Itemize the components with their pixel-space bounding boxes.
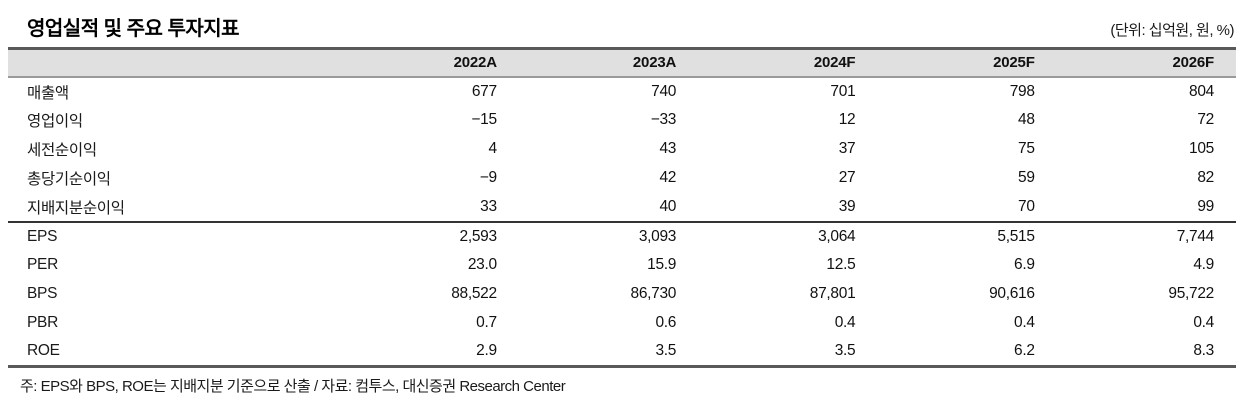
source-note: 주: EPS와 BPS, ROE는 지배지분 기준으로 산출 / 자료: 컴투스… <box>20 378 566 395</box>
table-cell: 0.6 <box>655 314 677 331</box>
table-row-revenue: 매출액 677 740 701 798 804 <box>8 77 1236 106</box>
table-cell: 88,522 <box>451 285 497 302</box>
table-row-roe: ROE 2.9 3.5 3.5 6.2 8.3 <box>8 338 1236 367</box>
column-header-metric <box>8 48 340 78</box>
table-cell: 7,744 <box>1056 220 1236 251</box>
row-label: 총당기순이익 <box>27 171 111 188</box>
table-body: 매출액 677 740 701 798 804 영업이익 −15 −33 12 … <box>8 77 1236 367</box>
table-row-per: PER 23.0 15.9 12.5 6.9 4.9 <box>8 251 1236 280</box>
table-row-bps: BPS 88,522 86,730 87,801 90,616 95,722 <box>8 280 1236 309</box>
table-cell: 105 <box>1189 140 1214 157</box>
table-cell: 4 <box>488 140 498 157</box>
table-cell: 798 <box>1009 82 1035 100</box>
table-cell: 12 <box>838 111 856 128</box>
table-cell: 48 <box>1018 111 1035 128</box>
row-label: 지배지분순이익 <box>27 199 125 217</box>
table-cell: 701 <box>830 82 856 100</box>
table-cell: 72 <box>1197 111 1214 128</box>
table-cell: 0.4 <box>834 314 856 331</box>
table-cell: 6.2 <box>1014 342 1035 360</box>
table-cell: 90,616 <box>989 285 1035 302</box>
table-cell: 33 <box>480 197 497 215</box>
header-row: 2022A 2023A 2024F 2025F 2026F <box>8 48 1236 78</box>
table-row-pbr: PBR 0.7 0.6 0.4 0.4 0.4 <box>8 309 1236 338</box>
row-label: BPS <box>27 285 58 302</box>
table-cell: 0.4 <box>1014 314 1035 331</box>
table-row-operating-profit: 영업이익 −15 −33 12 48 72 <box>8 106 1236 135</box>
table-cell: 95,722 <box>1168 285 1214 302</box>
table-row-controlling-net-profit: 지배지분순이익 33 40 39 70 99 <box>8 193 1236 222</box>
table-cell: 42 <box>659 169 677 186</box>
table-cell: 12.5 <box>826 256 856 273</box>
column-header-2023a: 2023A <box>518 48 699 78</box>
table-cell: 3.5 <box>655 342 677 360</box>
financials-table: 2022A 2023A 2024F 2025F 2026F 매출액 677 74… <box>8 47 1236 368</box>
table-cell: 4.9 <box>1193 256 1214 273</box>
row-label: 매출액 <box>27 84 69 102</box>
table-cell: 8.3 <box>1193 342 1214 360</box>
table-cell: 40 <box>659 197 677 215</box>
table-row-eps: EPS 2,593 3,093 3,064 5,515 7,744 <box>8 220 1236 251</box>
table-cell: 75 <box>1018 140 1035 157</box>
table-cell: −9 <box>479 169 497 186</box>
table-cell: 37 <box>838 140 856 157</box>
table-cell: 3.5 <box>834 342 856 360</box>
table-row-total-net-profit: 총당기순이익 −9 42 27 59 82 <box>8 164 1236 193</box>
table-cell: 59 <box>1018 169 1035 186</box>
page-title: 영업실적 및 주요 투자지표 <box>27 18 240 40</box>
column-header-2024f: 2024F <box>698 48 878 78</box>
table-cell: 3,093 <box>518 220 699 251</box>
title-row: 영업실적 및 주요 투자지표 (단위: 십억원, 원, %) <box>8 8 1236 47</box>
table-cell: 2,593 <box>339 220 519 251</box>
table-cell: 39 <box>838 197 856 215</box>
table-cell: 87,801 <box>809 285 856 302</box>
table-cell: 23.0 <box>467 256 497 273</box>
table-cell: 5,515 <box>877 220 1057 251</box>
table-cell: −15 <box>471 111 497 128</box>
row-label: EPS <box>8 220 340 251</box>
table-cell: 6.9 <box>1014 256 1035 273</box>
column-header-2025f: 2025F <box>877 48 1057 78</box>
table-header: 2022A 2023A 2024F 2025F 2026F <box>8 48 1236 78</box>
table-cell: 27 <box>838 169 856 186</box>
row-label: PBR <box>27 314 58 331</box>
column-header-2026f: 2026F <box>1056 48 1236 78</box>
table-cell: 43 <box>659 140 677 157</box>
row-label: ROE <box>27 342 60 360</box>
table-cell: 0.4 <box>1193 314 1214 331</box>
table-cell: 82 <box>1197 169 1214 186</box>
table-cell: 2.9 <box>476 342 497 360</box>
unit-note: (단위: 십억원, 원, %) <box>1110 22 1234 39</box>
table-row-pretax-profit: 세전순이익 4 43 37 75 105 <box>8 135 1236 164</box>
report-table-page: 영업실적 및 주요 투자지표 (단위: 십억원, 원, %) 2022A 202… <box>8 8 1236 395</box>
row-label: PER <box>27 256 58 273</box>
table-cell: 15.9 <box>647 256 677 273</box>
table-cell: 804 <box>1189 82 1214 100</box>
row-label: 세전순이익 <box>27 142 97 159</box>
table-cell: 0.7 <box>476 314 497 331</box>
table-cell: 740 <box>651 82 677 100</box>
row-label: 영업이익 <box>27 113 83 130</box>
table-cell: 3,064 <box>698 220 878 251</box>
table-cell: 70 <box>1018 197 1035 215</box>
table-cell: 677 <box>471 82 497 100</box>
column-header-2022a: 2022A <box>339 48 519 78</box>
table-cell: 99 <box>1197 197 1214 215</box>
table-cell: 86,730 <box>630 285 677 302</box>
table-cell: −33 <box>650 111 677 128</box>
